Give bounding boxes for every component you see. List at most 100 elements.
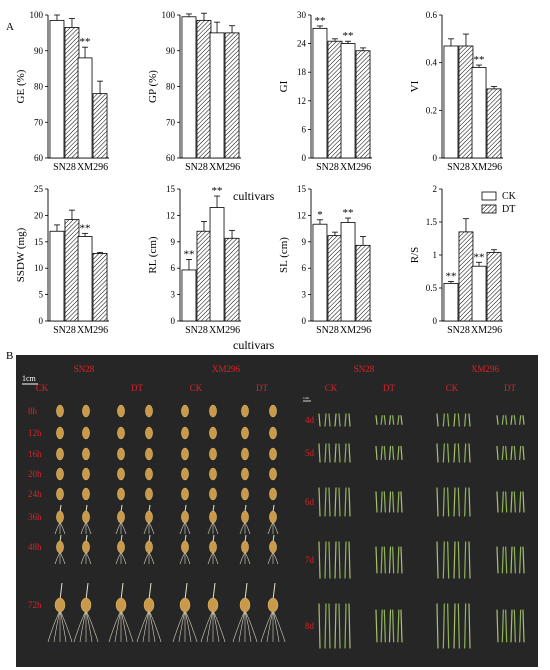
y-tick-label: 5 (39, 290, 44, 300)
seedling (505, 445, 508, 461)
time-label-12h: 12h (28, 428, 42, 438)
seedling (510, 609, 513, 643)
grain (143, 597, 155, 613)
bar-sn28-ck (49, 230, 65, 322)
y-axis-label: VI (409, 80, 421, 92)
seedling (380, 491, 383, 513)
bar-xm296-dt (486, 251, 502, 322)
seedling (400, 415, 403, 425)
bar-xm296-ck (471, 265, 487, 322)
y-tick-label: 80 (34, 82, 44, 92)
photo-right-ck-2: CK (446, 383, 459, 393)
seedling (505, 491, 508, 513)
bar-xm296-ck (340, 43, 356, 159)
y-tick-label: 90 (166, 46, 176, 56)
seed (143, 534, 155, 565)
seedling (436, 413, 439, 427)
y-tick-label: 100 (162, 10, 176, 20)
seed (269, 467, 277, 481)
grain (145, 404, 153, 418)
seedling (464, 541, 467, 579)
y-tick-label: 0 (433, 316, 438, 326)
chart-vi: 0 0.2 0.4 0.6 VI SN28 XM296 ** (409, 10, 503, 173)
y-axis-label: GI (278, 80, 290, 92)
root (85, 609, 99, 643)
seedling (338, 541, 341, 579)
seedling (324, 603, 327, 649)
seedling (400, 546, 403, 574)
grain (82, 540, 90, 554)
seed (80, 504, 92, 535)
seedling (375, 445, 378, 461)
seed (54, 504, 66, 535)
seed (73, 582, 99, 643)
seed (172, 582, 198, 643)
day-label-4d: 4d (305, 415, 315, 425)
seed (82, 447, 90, 461)
seed (241, 404, 249, 418)
x-tick-label: SN28 (316, 325, 339, 336)
y-tick-label: 9 (302, 237, 307, 247)
seedling (328, 487, 331, 517)
significance-mark: ** (343, 207, 354, 219)
bar-sn28-ck (49, 19, 65, 159)
seed (239, 534, 251, 565)
photo-left-scale-label: 1cm (22, 374, 37, 383)
seedling (392, 546, 395, 574)
y-axis-label: GP (%) (147, 70, 159, 103)
photo-left-ck-1: CK (36, 383, 49, 393)
root (232, 609, 246, 643)
grain (117, 404, 125, 418)
seed (117, 447, 125, 461)
seedling (344, 443, 347, 463)
chart-ssdw: 0 5 10 15 20 25 SSDW (mg) SN28 XM296 ** (15, 184, 109, 336)
seed (209, 426, 217, 440)
y-tick-label: 60 (166, 153, 176, 163)
seedling (519, 445, 522, 461)
seedling (383, 415, 386, 425)
seedling (464, 443, 467, 463)
y-tick-label: 0 (302, 153, 307, 163)
seedling (375, 546, 378, 574)
root (120, 609, 128, 643)
y-tick-label: 1.5 (426, 217, 438, 227)
seedling (328, 413, 331, 427)
x-tick-label: XM296 (77, 162, 108, 173)
seedling (510, 415, 513, 425)
seedling (392, 491, 395, 513)
grain (269, 487, 277, 501)
chart-gi: 0 6 12 18 24 30 GI SN28 ** XM296 ** (278, 10, 372, 173)
photo-left-cultivar-xm296: XM296 (212, 364, 241, 374)
seed (181, 467, 189, 481)
grain (117, 447, 125, 461)
bar-sn28-dt (196, 19, 212, 159)
grain (181, 447, 189, 461)
grain (207, 597, 219, 613)
seedling (436, 487, 439, 517)
seedling (496, 491, 499, 513)
y-tick-label: 20 (34, 210, 44, 220)
legend-swatch-ck (481, 191, 497, 201)
seed (239, 504, 251, 535)
root (85, 609, 93, 643)
grain (56, 487, 64, 501)
seedling (397, 609, 400, 643)
seedling (501, 546, 504, 574)
bar-sn28-dt (64, 27, 80, 159)
grain (145, 487, 153, 501)
seedling (496, 415, 499, 425)
bar-sn28-ck (443, 45, 459, 159)
seedling (324, 413, 327, 427)
y-tick-label: 0 (171, 316, 176, 326)
seedling (468, 487, 471, 517)
seed (207, 504, 219, 535)
seedling (348, 413, 351, 427)
root (272, 609, 286, 643)
seed (82, 426, 90, 440)
y-tick-label: 6 (171, 263, 176, 273)
photo-right-ck-1: CK (325, 383, 338, 393)
bar-sn28-ck (443, 282, 459, 322)
seedling (513, 491, 516, 513)
y-tick-label: 9 (171, 237, 176, 247)
root (148, 609, 162, 643)
